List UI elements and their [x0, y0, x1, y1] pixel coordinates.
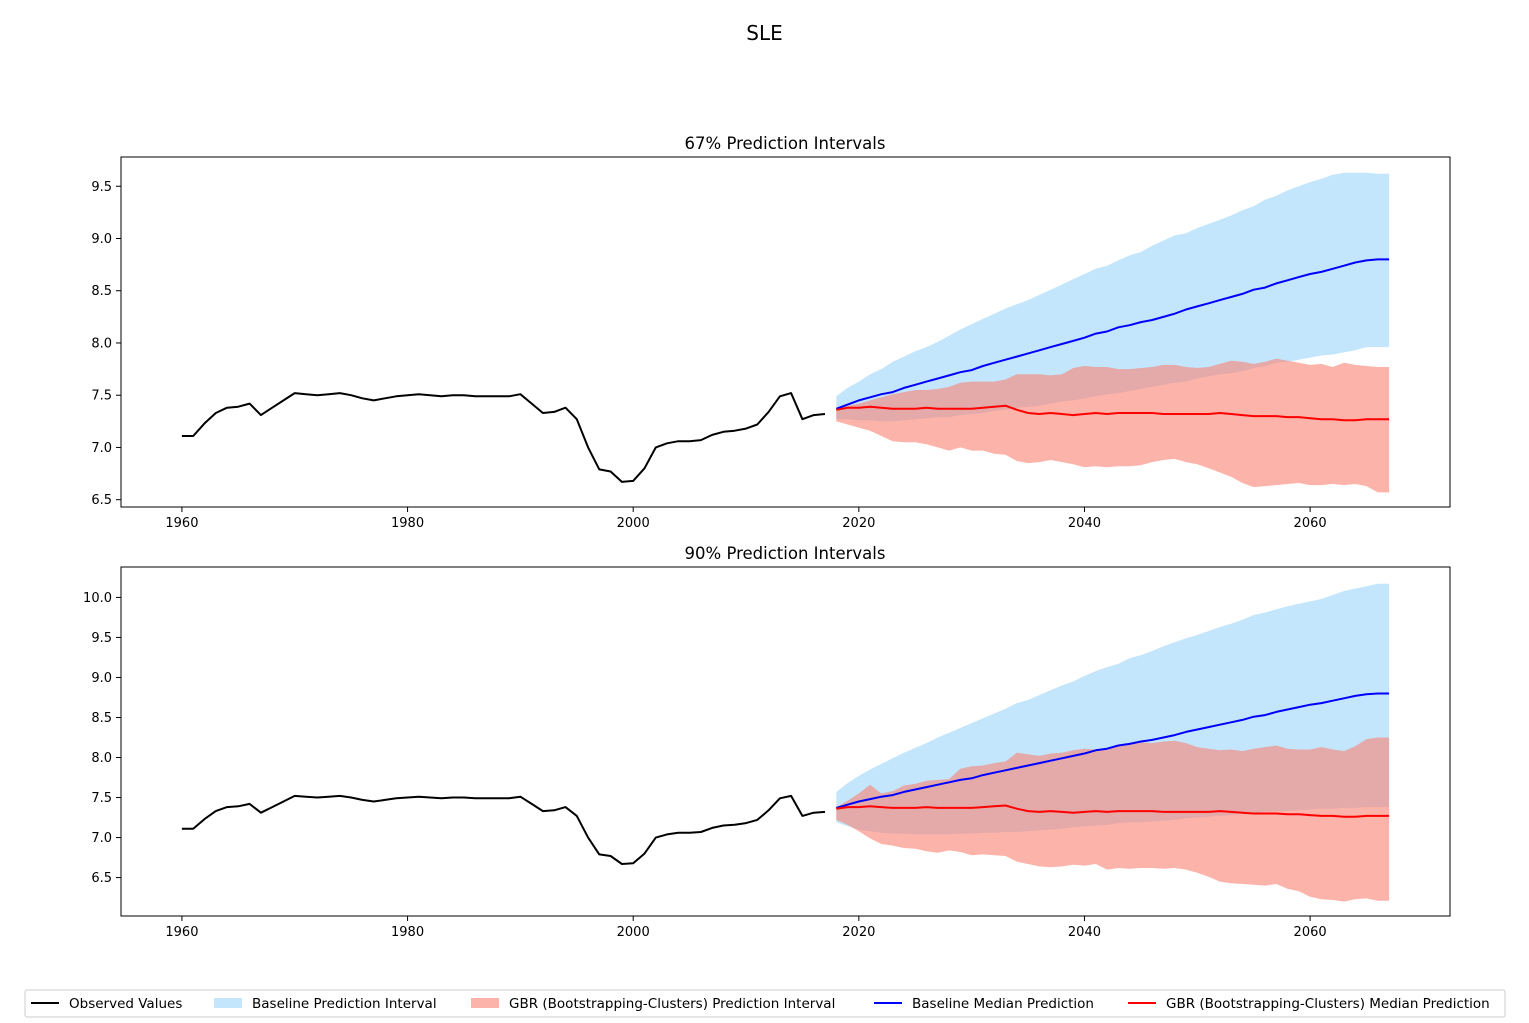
baseline-interval-band [836, 172, 1390, 422]
x-tick-label: 2020 [842, 925, 875, 940]
baseline-median-line [836, 692, 1390, 809]
gbr-median-line [836, 404, 1390, 422]
y-tick-label: 6.5 [91, 871, 112, 886]
axes-frame [120, 566, 1451, 917]
legend-item-baseline-median: Baseline Median Prediction [874, 996, 1094, 1012]
legend-swatch-gbr-interval [471, 998, 499, 1008]
legend-item-observed: Observed Values [31, 996, 182, 1012]
y-tick-label: 7.5 [91, 389, 112, 404]
legend: Observed Values Baseline Prediction Inte… [24, 989, 1506, 1018]
y-tick-label: 6.5 [91, 493, 112, 508]
y-tick-label: 8.0 [91, 336, 112, 351]
subplot-title-90: 90% Prediction Intervals [685, 544, 886, 563]
legend-swatch-baseline-interval [214, 998, 242, 1008]
plot-area-90: 1960 1980 2000 2020 2040 2060 6.5 7.0 7.5 8.0 8.5 9… [83, 566, 1451, 940]
x-tick-label: 2020 [842, 516, 875, 531]
y-tick-label: 9.0 [91, 671, 112, 686]
y-tick-label: 8.5 [91, 284, 112, 299]
legend-label-baseline-interval: Baseline Prediction Interval [252, 996, 437, 1012]
x-tick-label: 1960 [165, 516, 198, 531]
subplot-67: 67% Prediction Intervals 1960 1980 2000 202… [91, 134, 1451, 531]
subplot-title-67: 67% Prediction Intervals [685, 134, 886, 153]
observed-line [181, 794, 826, 865]
legend-item-baseline-interval: Baseline Prediction Interval [214, 996, 437, 1012]
y-tick-label: 7.0 [91, 831, 112, 846]
legend-label-observed: Observed Values [69, 996, 182, 1012]
x-tick-label: 2000 [617, 516, 650, 531]
y-tick-label: 9.0 [91, 232, 112, 247]
legend-label-baseline-median: Baseline Median Prediction [912, 996, 1094, 1012]
x-tick-label: 1960 [165, 925, 198, 940]
legend-item-gbr-median: GBR (Bootstrapping-Clusters) Median Pred… [1128, 996, 1490, 1012]
y-tick-label: 8.0 [91, 751, 112, 766]
figure-title: SLE [746, 21, 782, 45]
y-tick-label: 7.5 [91, 791, 112, 806]
observed-line [181, 392, 826, 483]
gbr-interval-band [836, 358, 1390, 493]
x-tick-label: 2060 [1294, 516, 1327, 531]
x-tick-label: 2040 [1068, 925, 1101, 940]
axes-frame [120, 156, 1451, 508]
x-tick-label: 2000 [617, 925, 650, 940]
legend-frame [24, 989, 1506, 1018]
x-tick-label: 1980 [391, 516, 424, 531]
y-tick-label: 10.0 [83, 591, 112, 606]
legend-item-gbr-interval: GBR (Bootstrapping-Clusters) Prediction … [471, 996, 835, 1012]
x-tick-label: 1980 [391, 925, 424, 940]
legend-label-gbr-median: GBR (Bootstrapping-Clusters) Median Pred… [1166, 996, 1490, 1012]
gbr-median-line [836, 804, 1390, 818]
y-tick-label: 7.0 [91, 441, 112, 456]
plot-area-67: 1960 1980 2000 2020 2040 2060 6.5 7.0 7.5 8.0 8.5 9… [91, 156, 1451, 531]
baseline-median-line [835, 258, 1390, 410]
y-tick-label: 9.5 [91, 180, 112, 195]
y-tick-label: 8.5 [91, 711, 112, 726]
x-tick-label: 2060 [1294, 925, 1327, 940]
y-tick-label: 9.5 [91, 631, 112, 646]
subplot-90: 90% Prediction Intervals 1960 1980 2000 202… [83, 544, 1451, 940]
x-tick-label: 2040 [1068, 516, 1101, 531]
legend-label-gbr-interval: GBR (Bootstrapping-Clusters) Prediction … [509, 996, 835, 1012]
